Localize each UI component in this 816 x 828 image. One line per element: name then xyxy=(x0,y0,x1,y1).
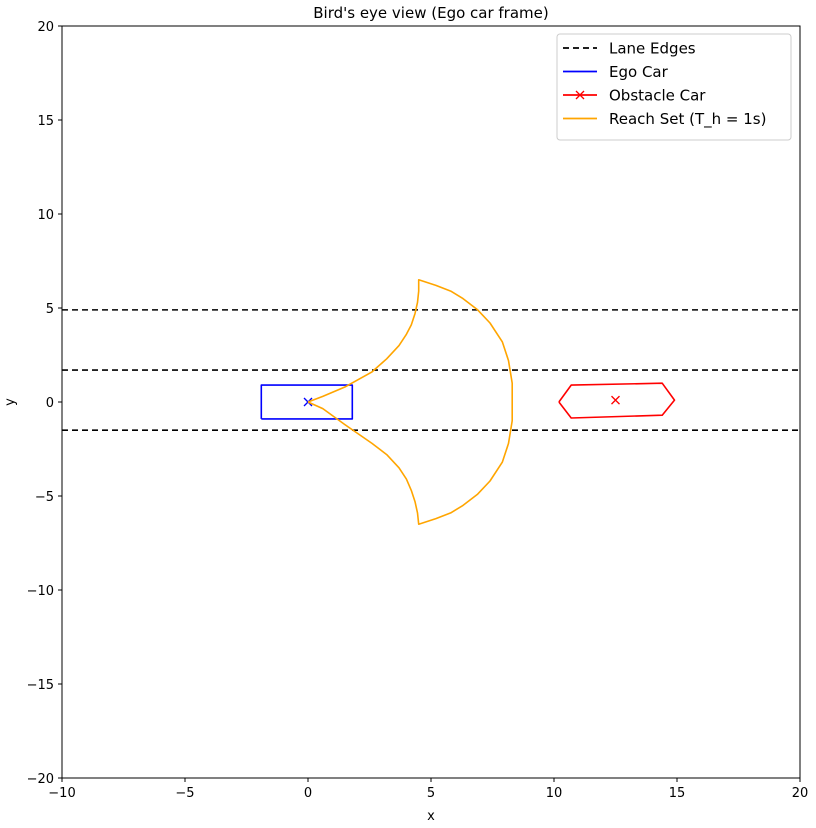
y-tick-label: 20 xyxy=(37,20,54,35)
legend-label: Ego Car xyxy=(609,63,669,81)
x-tick-label: 0 xyxy=(304,786,312,801)
x-axis-label: x xyxy=(427,809,435,824)
x-tick-label: −10 xyxy=(48,786,75,801)
y-axis-label: y xyxy=(3,398,18,406)
legend: Lane Edges Ego Car Obstacle Car Reach Set (… xyxy=(557,34,791,140)
legend-label: Obstacle Car xyxy=(609,87,706,105)
y-tick-label: 5 xyxy=(46,302,54,317)
x-tick-label: −5 xyxy=(175,786,194,801)
x-tick-label: 5 xyxy=(427,786,435,801)
y-tick-label: −15 xyxy=(27,678,54,693)
y-tick-label: −20 xyxy=(27,772,54,787)
x-tick-label: 20 xyxy=(792,786,809,801)
y-tick-label: 10 xyxy=(37,208,54,223)
x-tick-label: 10 xyxy=(546,786,563,801)
y-tick-label: −10 xyxy=(27,584,54,599)
y-tick-label: −5 xyxy=(35,490,54,505)
x-tick-label: 15 xyxy=(669,786,686,801)
reach-set-t-h-1s-outline xyxy=(308,280,512,524)
obstacle-car-marker xyxy=(612,396,620,404)
y-tick-label: 15 xyxy=(37,114,54,129)
legend-label: Reach Set (T_h = 1s) xyxy=(609,110,766,129)
chart-title: Bird's eye view (Ego car frame) xyxy=(313,4,549,22)
plot-area xyxy=(62,280,800,524)
y-tick-label: 0 xyxy=(46,396,54,411)
legend-label: Lane Edges xyxy=(609,40,696,58)
